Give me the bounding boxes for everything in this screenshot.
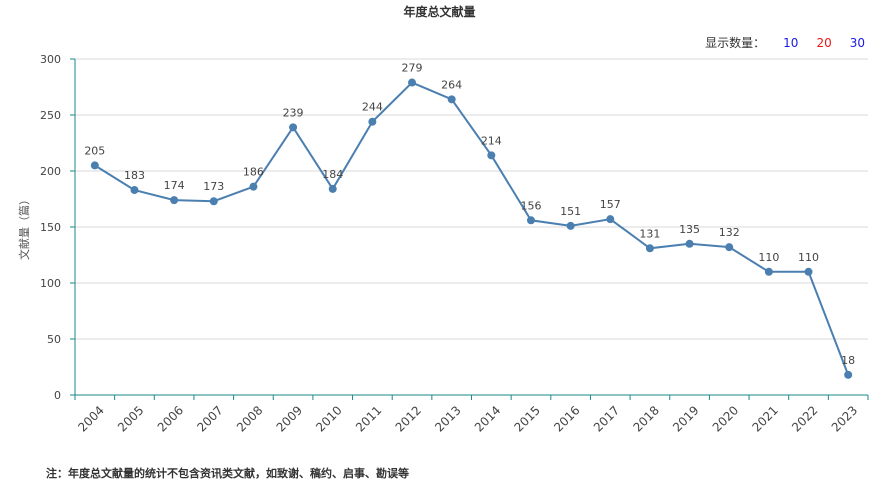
data-point [368,117,377,126]
x-tick-label: 2022 [789,403,820,434]
y-axis-label: 文献量（篇） [17,194,31,260]
data-point [408,78,417,87]
grid-lines [75,58,868,340]
x-tick-label: 2011 [353,403,384,434]
x-tick-label: 2016 [551,403,582,434]
x-tick-label: 2015 [512,403,543,434]
data-label: 279 [402,62,423,75]
x-tick-label: 2018 [630,403,661,434]
data-label: 110 [758,251,779,264]
y-tick-label: 100 [40,277,61,290]
data-label: 132 [719,226,740,239]
data-label: 184 [322,168,343,181]
data-label: 157 [600,198,621,211]
data-label: 174 [164,179,185,192]
data-point [606,215,615,224]
data-point [804,267,813,276]
data-label: 264 [441,78,462,91]
x-tick-label: 2017 [591,403,622,434]
y-tick-label: 300 [40,53,61,66]
y-tick-label: 0 [54,389,61,402]
x-tick-label: 2012 [393,403,424,434]
count-option-20[interactable]: 20 [816,35,832,50]
y-tick-labels: 0 50 100 150 200 250 300 [40,53,61,402]
data-point [328,184,337,193]
data-label: 131 [639,227,660,240]
data-point [725,243,734,252]
y-tick-label: 50 [47,333,61,346]
data-label: 110 [798,251,819,264]
x-tick-label: 2023 [829,403,860,434]
count-option-30[interactable]: 30 [849,35,865,50]
data-label: 214 [481,134,502,147]
x-tick-label: 2019 [670,403,701,434]
data-point [447,95,456,104]
data-label: 244 [362,101,383,114]
data-point [685,239,694,248]
x-tick-label: 2004 [75,403,106,434]
x-tick-label: 2014 [472,403,503,434]
data-label: 183 [124,169,145,182]
data-label: 135 [679,223,700,236]
data-point [249,182,258,191]
data-label: 186 [243,166,264,179]
data-point [645,244,654,253]
data-point [170,196,179,205]
footnote: 注：年度总文献量的统计不包含资讯类文献，如致谢、稿约、启事、勘误等 [46,467,409,480]
data-label: 173 [203,180,224,193]
chart-title: 年度总文献量 [403,5,476,19]
data-label: 205 [84,144,105,157]
series-line [94,81,850,376]
data-point [526,216,535,225]
x-tick-label: 2008 [234,403,265,434]
data-label: 151 [560,205,581,218]
x-tick-label: 2010 [313,403,344,434]
x-tick-labels: 2004 2005 2006 2007 2008 2009 2010 2011 2012 2013… [75,403,860,434]
data-label: 156 [520,199,541,212]
x-tick-label: 2013 [432,403,463,434]
x-tick-label: 2009 [274,403,305,434]
data-point [764,267,773,276]
x-tick-label: 2006 [155,403,186,434]
y-tick-label: 250 [40,109,61,122]
data-label: 239 [283,106,304,119]
data-labels: 205 183 174 173 186 239 184 244 279 264 214 156 151 1… [84,62,855,367]
data-label: 18 [841,354,855,367]
data-point [90,161,99,170]
display-count-label: 显示数量： [705,36,766,50]
y-tick-label: 200 [40,165,61,178]
axes [70,58,869,400]
data-point [844,370,853,379]
x-tick-label: 2005 [115,403,146,434]
x-tick-label: 2020 [710,403,741,434]
x-tick-label: 2007 [194,403,225,434]
display-count-selector: 显示数量： 10 20 30 [705,34,865,51]
data-point [209,197,218,206]
count-option-10[interactable]: 10 [783,35,799,50]
data-point [566,221,575,230]
data-point [130,186,139,195]
x-tick-label: 2021 [749,403,780,434]
data-points [90,78,853,379]
data-point [487,151,496,160]
y-tick-label: 150 [40,221,61,234]
data-point [289,123,298,132]
